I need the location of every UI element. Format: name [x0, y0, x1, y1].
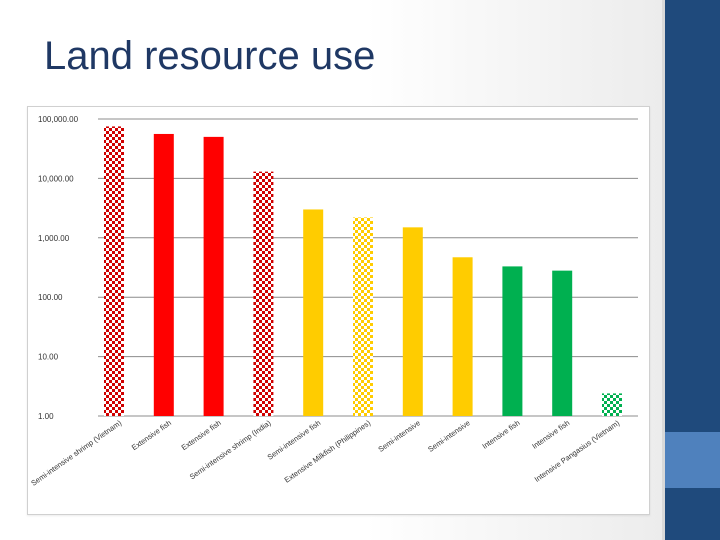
x-tick-label: Extensive fish	[130, 418, 173, 452]
slide-title: Land resource use	[44, 34, 376, 78]
bar	[452, 257, 473, 416]
bar	[104, 126, 124, 416]
bar	[303, 209, 324, 416]
y-tick-layer: 100,000.00 10,000.00 1,000.00 100.00 10.00 1.…	[38, 115, 79, 421]
bar	[552, 270, 573, 416]
bar	[203, 136, 224, 417]
x-tick-label: Extensive fish	[180, 418, 223, 452]
bar	[602, 393, 622, 416]
y-tick-label: 10.00	[38, 353, 59, 362]
bar	[502, 266, 523, 416]
y-tick-label: 1.00	[38, 412, 54, 421]
y-tick-label: 1,000.00	[38, 234, 70, 243]
y-tick-label: 100,000.00	[38, 115, 79, 124]
side-bar-edge	[662, 0, 665, 540]
chart-frame: 100,000.00 10,000.00 1,000.00 100.00 10.00 1.…	[27, 106, 650, 515]
x-tick-label: Intensive fish	[530, 418, 571, 450]
x-tick-label: Extensive Milkfish (Philippines)	[283, 418, 373, 485]
y-tick-label: 10,000.00	[38, 174, 74, 183]
bar	[153, 133, 174, 416]
x-label-layer: Semi-intensive shrimp (Vietnam) Extensive…	[29, 418, 621, 488]
bar-layer	[104, 126, 622, 417]
x-tick-label: Intensive Pangasius (Vietnam)	[533, 418, 622, 484]
x-tick-label: Semi-intensive	[426, 418, 471, 454]
x-tick-label: Semi-intensive shrimp (Vietnam)	[29, 418, 123, 488]
bar	[253, 171, 274, 416]
x-tick-label: Semi-intensive shrimp (India)	[188, 418, 273, 481]
bar	[402, 227, 423, 416]
x-tick-label: Semi-intensive	[376, 418, 421, 454]
side-accent-block	[665, 432, 720, 488]
y-tick-label: 100.00	[38, 293, 63, 302]
bar	[353, 217, 373, 416]
x-tick-label: Intensive fish	[481, 418, 522, 450]
bar-chart: 100,000.00 10,000.00 1,000.00 100.00 10.00 1.…	[29, 115, 638, 488]
